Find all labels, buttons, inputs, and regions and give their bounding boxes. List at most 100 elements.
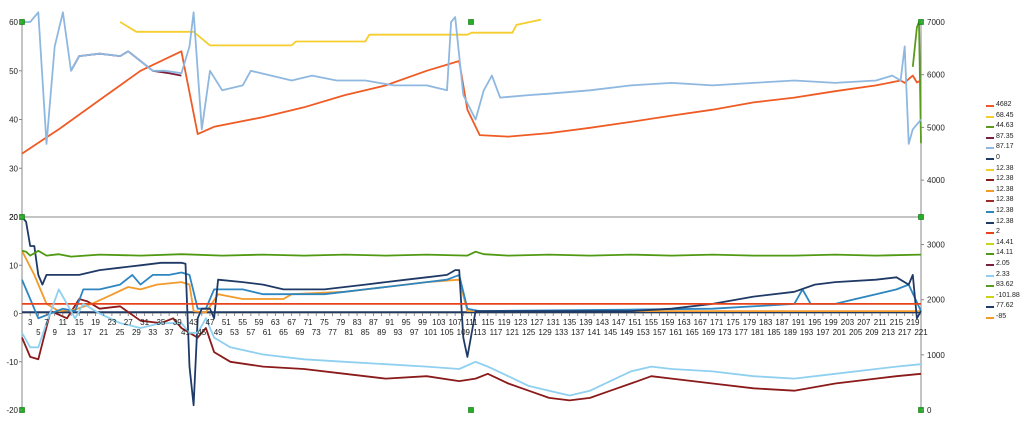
x-tick-label: 59: [255, 318, 264, 327]
series-line-6: [21, 298, 922, 402]
x-tick-label: 141: [587, 328, 601, 337]
legend-item: 4682: [986, 100, 1022, 111]
legend-item: 77.62: [986, 301, 1022, 312]
x-tick-label: 147: [612, 318, 626, 327]
legend-label: 14.11: [996, 249, 1013, 257]
series-line-9: [21, 216, 922, 407]
x-tick-label: 25: [116, 328, 125, 337]
legend-label: -85: [996, 312, 1007, 320]
x-tick-label: 27: [124, 318, 133, 327]
selection-handle: [468, 19, 474, 25]
x-tick-label: 75: [320, 318, 329, 327]
x-tick-label: 17: [83, 328, 92, 337]
legend-swatch: [986, 168, 994, 171]
x-tick-label: 163: [677, 318, 691, 327]
legend-label: 14.41: [996, 238, 1014, 246]
x-tick-label: 19: [91, 318, 100, 327]
x-tick-label: 7: [44, 318, 49, 327]
x-tick-label: 103: [432, 318, 446, 327]
x-tick-label: 205: [849, 328, 863, 337]
x-tick-label: 51: [222, 318, 231, 327]
legend-swatch: [986, 179, 994, 182]
x-tick-label: 53: [230, 328, 239, 337]
legend-swatch: [986, 263, 994, 266]
bottom-right-axis-tick-label: 1000: [927, 351, 945, 360]
legend-label: 77.62: [996, 302, 1014, 310]
legend-item: 14.11: [986, 248, 1022, 259]
legend-label: 12.38: [996, 196, 1014, 204]
top-left-axis-tick-label: 20: [9, 213, 18, 222]
x-tick-label: 107: [448, 318, 462, 327]
x-tick-label: 109: [457, 328, 471, 337]
x-tick-label: 213: [882, 328, 896, 337]
x-tick-label: 179: [743, 318, 757, 327]
legend-item: -101.88: [986, 291, 1022, 302]
legend-label: 12.38: [996, 185, 1014, 193]
x-tick-label: 203: [841, 318, 855, 327]
legend-item: 2: [986, 227, 1022, 238]
legend-item: 87.35: [986, 132, 1022, 143]
legend: 4682 68.45 44.63 87.35 87.17 0 12.38 12.38 12.38…: [986, 100, 1022, 322]
legend-item: 12.38: [986, 206, 1022, 217]
legend-item: 83.62: [986, 280, 1022, 291]
x-tick-label: 77: [328, 328, 337, 337]
legend-swatch: [986, 200, 994, 203]
series-line-12: [21, 288, 922, 397]
legend-swatch: [986, 126, 994, 129]
legend-item: -85: [986, 312, 1022, 323]
x-tick-label: 151: [628, 318, 642, 327]
x-tick-label: 39: [173, 318, 182, 327]
x-tick-label: 215: [890, 318, 904, 327]
top-left-axis-tick-label: 30: [9, 164, 18, 173]
x-tick-label: 159: [661, 318, 675, 327]
legend-swatch: [986, 221, 994, 224]
x-tick-label: 161: [669, 328, 683, 337]
legend-swatch: [986, 210, 994, 213]
x-tick-label: 149: [620, 328, 634, 337]
legend-label: 87.17: [996, 143, 1014, 151]
legend-swatch: [986, 295, 994, 298]
x-tick-label: 87: [369, 318, 378, 327]
x-tick-label: 121: [506, 328, 520, 337]
top-left-axis-tick-label: 60: [9, 18, 18, 27]
legend-item: 12.38: [986, 164, 1022, 175]
x-tick-label: 57: [246, 328, 255, 337]
legend-swatch: [986, 285, 994, 288]
x-tick-label: 219: [906, 318, 920, 327]
x-tick-label: 155: [645, 318, 659, 327]
selection-handle: [468, 407, 474, 413]
x-tick-label: 191: [792, 318, 806, 327]
x-tick-label: 145: [604, 328, 618, 337]
x-tick-label: 167: [694, 318, 708, 327]
x-tick-label: 29: [132, 328, 141, 337]
bottom-left-axis-tick-label: 0: [14, 310, 19, 319]
legend-label: 12.38: [996, 164, 1014, 172]
legend-swatch: [986, 306, 994, 309]
x-tick-label: 47: [206, 318, 215, 327]
legend-swatch: [986, 136, 994, 139]
x-tick-label: 169: [702, 328, 716, 337]
x-tick-label: 65: [279, 328, 288, 337]
x-tick-label: 115: [481, 318, 494, 327]
series-line-2: [911, 21, 922, 144]
x-tick-label: 33: [148, 328, 157, 337]
legend-item: 0: [986, 153, 1022, 164]
bottom-right-axis-tick-label: 3000: [927, 241, 945, 250]
x-tick-label: 79: [336, 318, 345, 327]
x-tick-label: 129: [538, 328, 552, 337]
top-right-axis-tick-label: 6000: [927, 71, 945, 80]
chart: 60 50 40 30 20 7000 6000 5000 4000 201 0 0 -10 -20 300…: [6, 11, 945, 415]
legend-swatch: [986, 242, 994, 245]
legend-item: 44.63: [986, 121, 1022, 132]
x-tick-label: 11: [59, 318, 68, 327]
legend-item: 2.05: [986, 259, 1022, 270]
x-tick-label: 201: [833, 328, 847, 337]
x-tick-label: 99: [418, 318, 427, 327]
x-tick-label: 193: [800, 328, 814, 337]
x-tick-label: 133: [555, 328, 569, 337]
legend-label: 2.05: [996, 259, 1010, 267]
x-tick-label: 81: [344, 328, 353, 337]
x-tick-label: 45: [197, 328, 206, 337]
x-tick-label: 101: [424, 328, 438, 337]
series-line-0: [21, 50, 922, 155]
